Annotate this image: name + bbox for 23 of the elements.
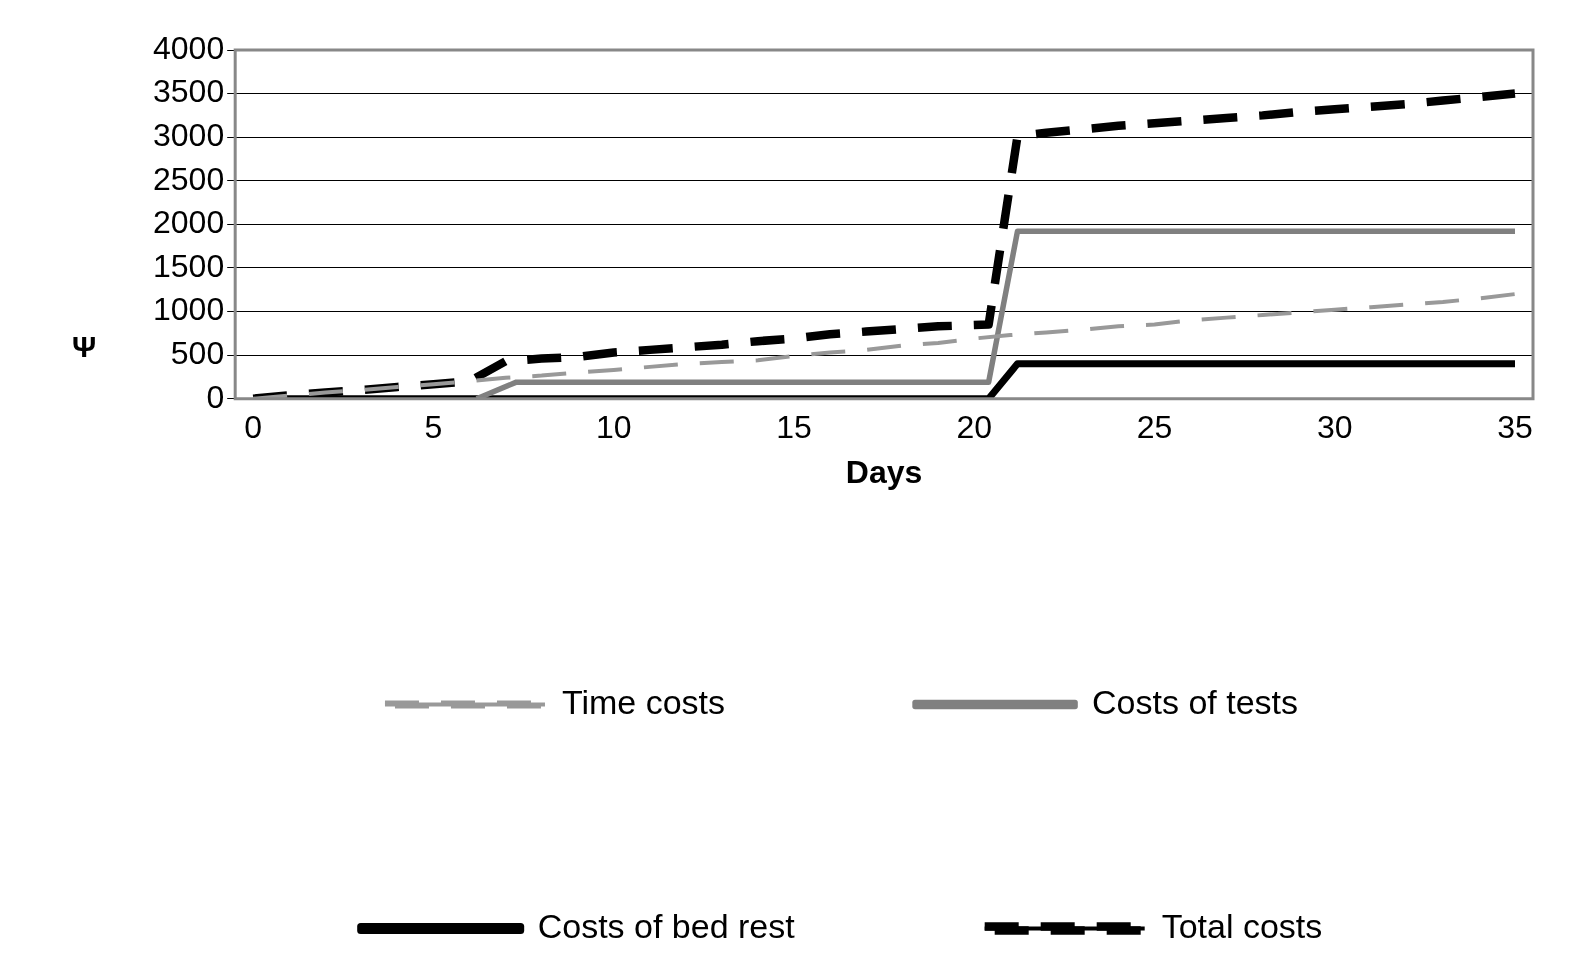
x-tick-label: 10 [595, 408, 632, 445]
x-tick-label: 15 [776, 408, 812, 445]
y-tick-label: 1500 [153, 247, 225, 284]
x-tick-label: 25 [1136, 408, 1173, 445]
x-tick-label: 0 [244, 408, 263, 445]
x-tick-label: 30 [1316, 408, 1353, 445]
y-tick-label: 0 [206, 378, 225, 415]
legend-label: Total costs [1161, 906, 1323, 945]
x-tick-label: 5 [424, 408, 443, 445]
y-tick-label: 2000 [153, 204, 225, 241]
y-tick-label: 3500 [153, 73, 225, 110]
x-tick-label: 20 [956, 408, 993, 445]
legend-label: Costs of tests [1092, 682, 1299, 721]
x-axis-title: Days [845, 454, 923, 491]
y-tick-label: 1000 [153, 291, 225, 328]
y-tick-label: 3000 [153, 117, 225, 153]
y-tick-label: 2500 [153, 160, 225, 197]
y-tick-label: 4000 [153, 29, 225, 66]
y-tick-label: 500 [170, 334, 225, 371]
legend-label: Costs of bed rest [537, 906, 796, 945]
x-tick-label: 35 [1497, 408, 1533, 445]
y-axis-title: Ψ [72, 330, 97, 364]
legend-label: Time costs [561, 682, 726, 721]
